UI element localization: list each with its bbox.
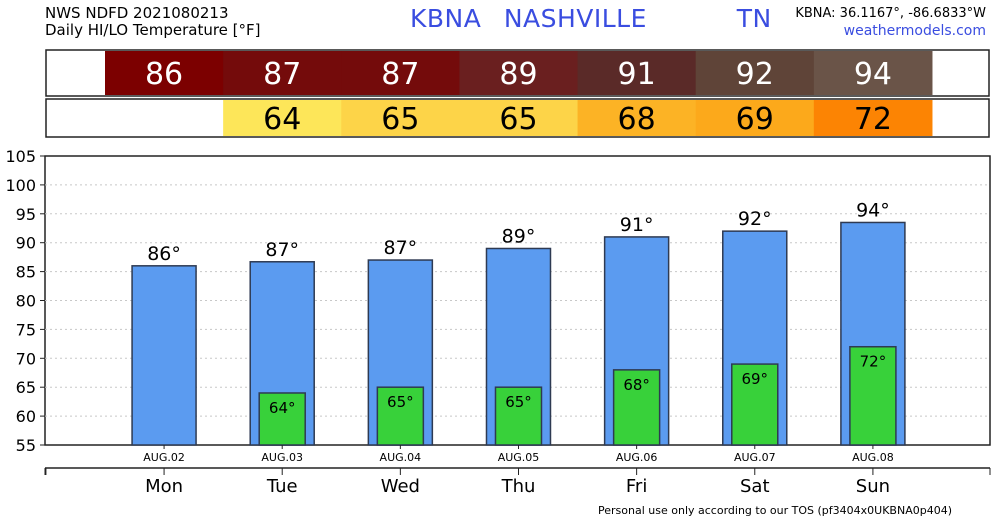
lo-bar [849, 345, 897, 446]
x-day-label: Sun [856, 476, 890, 497]
hi-value-label: 92° [738, 208, 772, 230]
y-tick-label: 70 [16, 349, 36, 368]
y-tick-label: 65 [16, 378, 36, 397]
lo-value-label: 68° [623, 376, 650, 394]
lo-value-label: 64° [269, 399, 296, 417]
hi-strip-label: 92 [736, 57, 774, 92]
hi-strip-label: 87 [381, 57, 419, 92]
x-date-label: AUG.07 [734, 451, 776, 464]
x-day-label: Mon [145, 476, 183, 497]
x-day-label: Wed [381, 476, 420, 497]
hi-strip-cell [105, 51, 224, 95]
hi-strip-label: 87 [263, 57, 301, 92]
y-tick-label: 75 [16, 320, 36, 339]
hi-value-label: 94° [856, 199, 890, 221]
chart-title: NWS NDFD 2021080213 [45, 4, 229, 22]
y-tick-label: 95 [16, 205, 36, 224]
lo-value-label: 72° [860, 353, 887, 371]
site-link[interactable]: weathermodels.com [843, 23, 986, 39]
x-date-label: AUG.04 [380, 451, 422, 464]
hi-bar [131, 265, 197, 446]
x-date-label: AUG.08 [852, 451, 894, 464]
x-day-label: Fri [626, 476, 647, 497]
station-name: NASHVILLE [503, 4, 647, 33]
hi-value-label: 86° [147, 243, 181, 265]
y-tick-label: 80 [16, 292, 36, 311]
hi-strip-label: 91 [618, 57, 656, 92]
lo-strip-label: 65 [499, 102, 537, 137]
y-tick-label: 55 [16, 436, 36, 455]
x-date-label: AUG.06 [616, 451, 658, 464]
y-tick-label: 100 [5, 176, 36, 195]
hi-strip-label: 94 [854, 57, 892, 92]
lo-strip-label: 64 [263, 102, 301, 137]
station-state: TN [736, 4, 772, 33]
lo-strip-cell [813, 100, 933, 136]
x-day-label: Thu [501, 476, 536, 497]
lo-value-label: 69° [741, 370, 768, 388]
lo-strip-cell [577, 100, 697, 136]
hi-strip-cell [577, 51, 697, 95]
x-date-label: AUG.03 [261, 451, 303, 464]
chart-subtitle: Daily HI/LO Temperature [°F] [45, 21, 261, 39]
lo-strip-label: 68 [618, 102, 656, 137]
lo-strip-cell [341, 100, 460, 136]
lo-bar [494, 386, 543, 446]
hi-strip-cell [223, 51, 342, 95]
lo-strip-cell [223, 100, 342, 136]
station-code: KBNA [410, 4, 482, 33]
lo-bar [376, 386, 425, 446]
lo-strip-label: 72 [854, 102, 892, 137]
lo-strip-label: 69 [736, 102, 774, 137]
lo-strip-label: 65 [381, 102, 419, 137]
hi-strip-cell [813, 51, 933, 95]
hi-value-label: 87° [384, 237, 418, 259]
hi-strip-cell [695, 51, 815, 95]
y-tick-label: 85 [16, 263, 36, 282]
lo-strip-cell [459, 100, 579, 136]
x-date-label: AUG.05 [498, 451, 540, 464]
lo-value-label: 65° [505, 393, 532, 411]
hi-value-label: 89° [502, 225, 536, 247]
lo-strip-cell [695, 100, 815, 136]
hi-strip-cell [459, 51, 579, 95]
hi-strip-label: 86 [145, 57, 183, 92]
lo-bar [612, 369, 661, 446]
hi-strip-label: 89 [499, 57, 537, 92]
y-tick-label: 60 [16, 407, 36, 426]
hi-value-label: 91° [620, 214, 654, 236]
station-coordinates: KBNA: 36.1167°, -86.6833°W [795, 6, 986, 21]
lo-value-label: 65° [387, 393, 414, 411]
hi-strip-cell [341, 51, 460, 95]
y-tick-label: 105 [5, 147, 36, 166]
station-header: KBNA NASHVILLE TN [410, 4, 772, 33]
x-date-label: AUG.02 [143, 451, 185, 464]
x-day-label: Sat [740, 476, 770, 497]
tos-disclaimer: Personal use only according to our TOS (… [598, 504, 952, 517]
y-tick-label: 90 [16, 234, 36, 253]
x-day-label: Tue [266, 476, 298, 497]
hi-value-label: 87° [265, 239, 299, 261]
lo-bar [731, 363, 779, 446]
